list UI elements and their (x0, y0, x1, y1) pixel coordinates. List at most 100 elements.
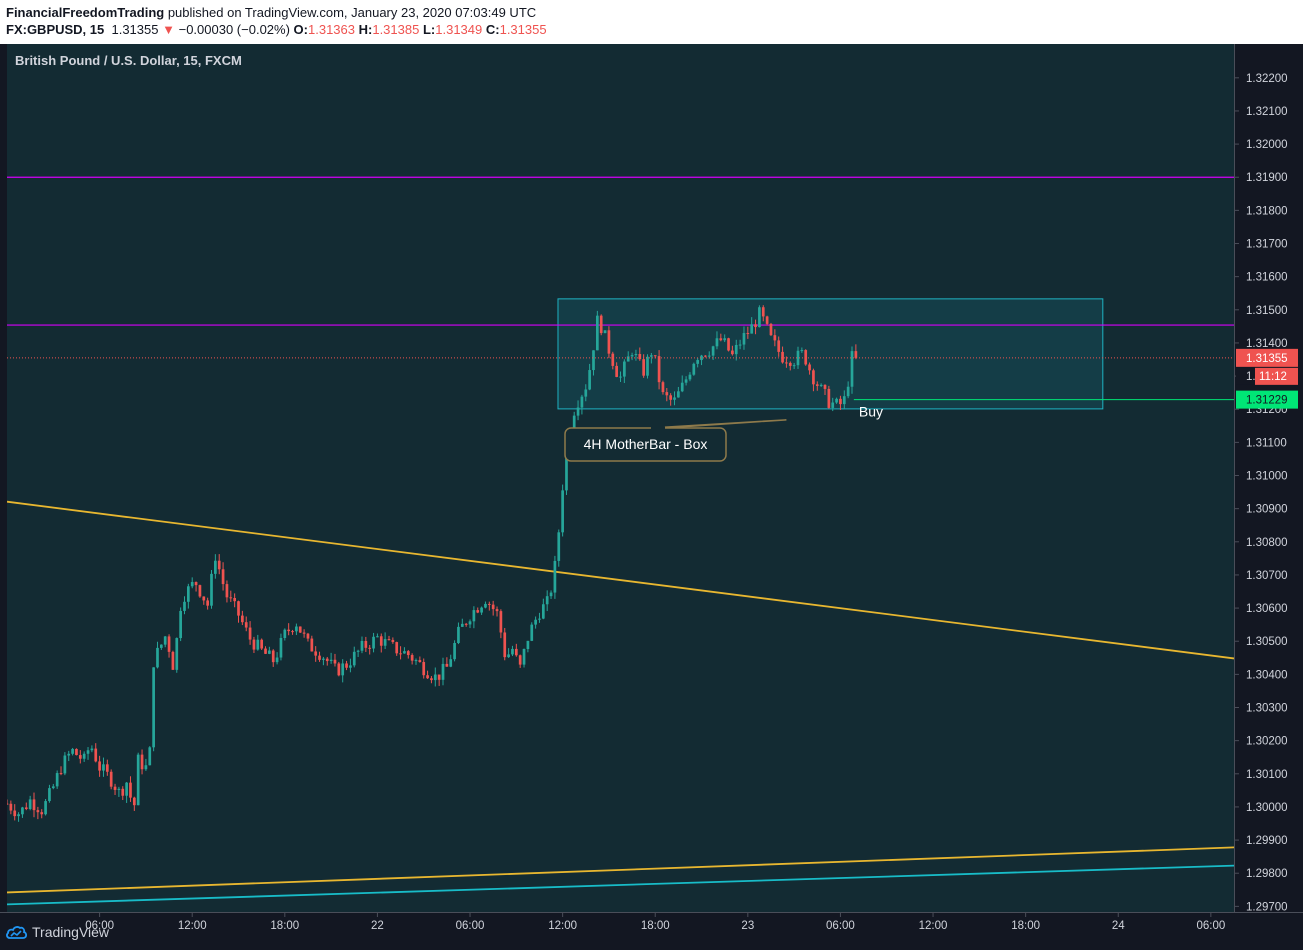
time-tick-label: 18:00 (1011, 920, 1040, 932)
trendline-lower-cyan (7, 864, 1234, 906)
candle-body (159, 644, 163, 648)
price-tick-label: 1.30500 (1246, 636, 1288, 648)
candle-body (773, 335, 777, 341)
publisher-name[interactable]: FinancialFreedomTrading (6, 5, 165, 20)
candle-body (368, 647, 372, 649)
candle-body (59, 773, 63, 775)
candle-body (827, 388, 831, 408)
callout-text: 4H MotherBar - Box (584, 436, 708, 452)
candle-body (395, 642, 399, 654)
candle-body (711, 346, 715, 356)
candle-body (271, 650, 275, 663)
candle-body (175, 638, 179, 670)
candle-body (63, 755, 67, 774)
candle-body (700, 355, 703, 361)
candle-body (310, 638, 314, 652)
candle-body (352, 651, 356, 666)
candle-body (642, 359, 646, 376)
candle-body (337, 663, 341, 676)
mother-bar-box (557, 298, 1104, 410)
candle-body (626, 356, 630, 362)
candle-body (318, 655, 321, 660)
price-tick-label: 1.32200 (1246, 73, 1288, 85)
candle-body (723, 338, 727, 341)
price-tick-label: 1.31800 (1246, 205, 1288, 217)
candle-body (13, 810, 17, 817)
candle-body (406, 651, 410, 656)
candle-body (588, 370, 591, 390)
candle-body (329, 659, 333, 662)
chart-area[interactable]: 1.32200 1.32100 1.32000 1.31900 1.31800 1.317… (0, 44, 1303, 950)
countdown-label: 11:12 (1259, 371, 1287, 383)
chart-svg[interactable]: 1.32200 1.32100 1.32000 1.31900 1.31800 1.317… (0, 44, 1303, 950)
open-label: O: (293, 22, 308, 37)
price-tick-label: 1.31700 (1246, 239, 1288, 251)
candle-body (653, 355, 657, 357)
candle-body (769, 323, 773, 336)
candle-body (650, 355, 653, 357)
price-tick-label: 1.30900 (1246, 504, 1288, 516)
candle-body (823, 384, 827, 389)
candle-body (522, 648, 526, 665)
tradingview-logo[interactable]: TradingView (6, 922, 109, 942)
candle-body (248, 627, 252, 640)
price-tick-label: 1.31600 (1246, 272, 1288, 284)
candle-body (792, 365, 796, 367)
candle-body (514, 648, 518, 656)
candle-body (152, 667, 155, 748)
candle-body (298, 626, 302, 633)
change-value: −0.00030 (−0.02%) (178, 22, 290, 37)
candle-body (603, 330, 607, 334)
candle-body (183, 601, 186, 611)
candle-body (696, 360, 700, 364)
candle-body (105, 764, 109, 772)
candle-body (98, 761, 101, 771)
trendline-upper-falling (7, 500, 1234, 660)
candle-body (383, 639, 387, 646)
plot-content: Buy (7, 176, 1234, 906)
candle-body (580, 396, 584, 408)
candle-body (534, 619, 537, 625)
candle-body (418, 660, 422, 663)
price-tick-label: 1.30000 (1246, 802, 1288, 814)
candle-body (476, 610, 480, 613)
candle-body (854, 351, 858, 358)
candle-body (341, 663, 345, 676)
candle-body (206, 600, 209, 606)
candle-body (484, 603, 487, 608)
last-price-tag (1236, 348, 1298, 367)
candle-body (221, 569, 225, 585)
candle-body (499, 611, 503, 633)
candle-body (615, 365, 618, 377)
candle-body (109, 771, 113, 787)
candle-body (449, 659, 453, 667)
down-arrow-icon: ▼ (162, 22, 175, 37)
candle-body (738, 344, 742, 346)
candle-body (291, 631, 294, 633)
candle-body (680, 382, 684, 392)
candle-body (445, 663, 449, 667)
price-tick-label: 1.31100 (1246, 437, 1287, 449)
price-tick-label: 1.30700 (1246, 570, 1288, 582)
candle-body (372, 636, 375, 649)
price-tick-label: 1.29900 (1246, 835, 1288, 847)
candle-body (55, 773, 59, 787)
candle-body (217, 560, 221, 570)
candle-body (28, 799, 32, 809)
buy-label: Buy (859, 404, 883, 420)
candle-body (453, 643, 456, 660)
candle-body (399, 653, 402, 655)
candle-body (777, 340, 781, 352)
candle-body (619, 376, 622, 378)
candle-body (584, 389, 588, 397)
candle-body (163, 636, 167, 645)
candle-body (48, 788, 51, 802)
candle-body (17, 814, 20, 817)
candle-body (734, 344, 738, 355)
candle-body (140, 754, 144, 770)
price-tick-label: 1.29800 (1246, 868, 1288, 880)
close-label: C: (485, 22, 500, 37)
candle-body (179, 610, 182, 639)
candle-body (90, 748, 94, 751)
candle-body (275, 657, 279, 663)
